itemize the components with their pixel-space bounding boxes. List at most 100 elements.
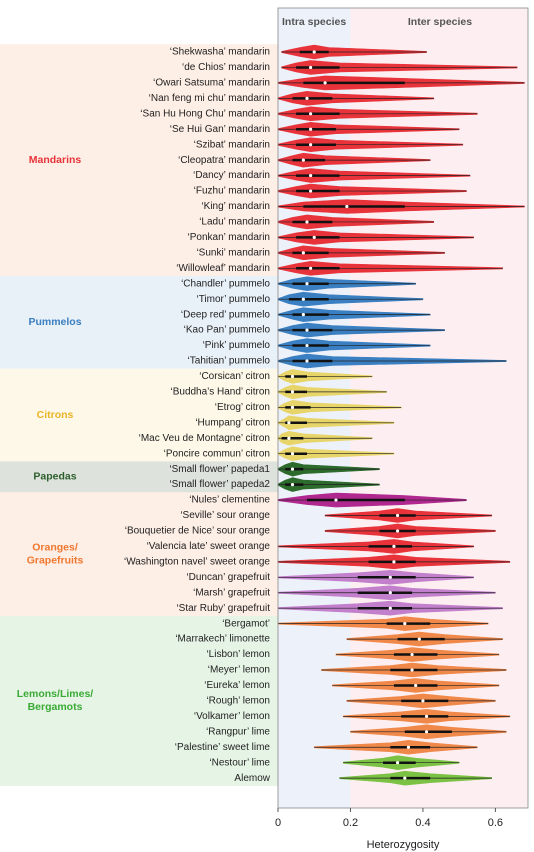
row-label: ‘Sunki’ mandarin	[196, 247, 270, 258]
median-dot	[301, 251, 305, 255]
median-dot	[424, 714, 429, 718]
median-dot	[309, 127, 313, 131]
row-label: ‘Pink’ pummelo	[203, 340, 271, 351]
x-axis-label: Heterozygosity	[367, 839, 440, 851]
row-label: ‘Rough’ lemon	[206, 696, 270, 707]
row-label: ‘Meyer’ lemon	[208, 665, 270, 676]
median-dot	[395, 529, 400, 533]
row-label: ‘Kao Pan’ pummelo	[184, 325, 271, 336]
median-dot	[305, 96, 309, 100]
median-dot	[309, 174, 313, 178]
group-band	[0, 44, 278, 277]
median-dot	[305, 282, 309, 286]
row-label: ‘Poncire commun’ citron	[164, 448, 270, 459]
median-dot	[309, 266, 313, 270]
row-label: ‘Star Ruby’ grapefruit	[176, 603, 270, 614]
x-tick-label: 0.4	[415, 817, 430, 829]
row-label: ‘Shekwasha’ mandarin	[170, 47, 270, 58]
group-label: Bergamots	[28, 701, 83, 713]
median-dot	[290, 467, 295, 471]
row-label: ‘King’ mandarin	[201, 201, 270, 212]
x-tick-label: 0.6	[488, 817, 503, 829]
median-dot	[290, 405, 295, 409]
median-dot	[309, 189, 313, 193]
median-dot	[309, 65, 313, 70]
median-dot	[392, 544, 396, 549]
median-dot	[388, 575, 392, 579]
median-dot	[312, 235, 316, 239]
median-dot	[403, 776, 407, 780]
row-label: Alemow	[234, 773, 270, 784]
median-dot	[301, 313, 305, 317]
row-label: ‘Fuzhu’ mandarin	[194, 186, 270, 197]
row-label: ‘Se Hui Gan’ mandarin	[170, 124, 270, 135]
row-label: ‘Ponkan’ mandarin	[188, 232, 270, 243]
plot-frame	[277, 7, 529, 809]
median-dot	[305, 220, 309, 224]
row-label: ‘Timor’ pummelo	[196, 294, 270, 305]
row-label: ‘Eureka’ lemon	[204, 680, 270, 691]
group-label: Mandarins	[29, 154, 82, 166]
row-label: ‘Chandler’ pummelo	[181, 278, 270, 289]
row-label: ‘Marrakech’ limonette	[175, 634, 270, 645]
annotation: Intra species	[282, 16, 346, 28]
group-band	[0, 615, 278, 786]
median-dot	[388, 591, 392, 595]
median-dot	[305, 343, 309, 348]
group-label: Grapefruits	[27, 554, 84, 566]
row-label: ‘Humpang’ citron	[195, 417, 270, 428]
median-dot	[421, 699, 425, 703]
row-label: ‘Small flower’ papeda2	[169, 479, 270, 490]
median-dot	[312, 50, 316, 54]
median-dot	[388, 606, 392, 610]
group-label: Pummelos	[28, 316, 81, 328]
median-dot	[290, 483, 295, 487]
median-dot	[417, 637, 421, 641]
row-label: ‘Palestine’ sweet lime	[175, 742, 271, 753]
group-label: Oranges/	[32, 541, 78, 553]
group-band	[0, 492, 278, 616]
median-dot	[305, 359, 309, 363]
row-label: ‘Willowleaf’ mandarin	[176, 263, 270, 274]
median-dot	[406, 745, 411, 749]
row-label: ‘Seville’ sour orange	[180, 510, 270, 521]
median-dot	[290, 374, 295, 379]
row-label: ‘Washington navel’ sweet orange	[124, 556, 270, 567]
row-label: ‘Owari Satsuma’ mandarin	[153, 78, 270, 89]
row-label: ‘Etrog’ citron	[215, 402, 270, 413]
median-dot	[290, 390, 295, 394]
median-dot	[334, 498, 338, 502]
group-band	[0, 368, 278, 462]
median-dot	[414, 683, 418, 688]
row-label: ‘Valencia late’ sweet orange	[147, 541, 271, 552]
annotation: Inter species	[408, 16, 472, 28]
row-label: ‘Szibat’ mandarin	[194, 139, 270, 150]
median-dot	[345, 204, 349, 209]
row-label: ‘Duncan’ grapefruit	[186, 572, 270, 583]
median-dot	[301, 158, 305, 162]
median-dot	[309, 112, 313, 116]
row-label: ‘Corsican’ citron	[199, 371, 270, 382]
row-label: ‘Cleopatra’ mandarin	[178, 155, 270, 166]
x-tick-label: 0.2	[343, 817, 358, 829]
row-label: ‘San Hu Hong Chu’ mandarin	[140, 108, 270, 119]
row-label: ‘Volkamer’ lemon	[194, 711, 270, 722]
row-label: ‘Nules’ clementine	[189, 495, 270, 506]
row-label: ‘Lisbon’ lemon	[206, 649, 270, 660]
row-label: ‘Deep red’ pummelo	[181, 309, 271, 320]
median-dot	[287, 436, 291, 440]
row-label: ‘Mac Veu de Montagne’ citron	[139, 433, 270, 444]
row-label: ‘Nestour’ lime	[209, 757, 270, 768]
group-band	[0, 276, 278, 369]
row-label: ‘Nan feng mi chu’ mandarin	[149, 93, 270, 104]
median-dot	[424, 730, 429, 734]
median-dot	[403, 622, 407, 626]
row-label: ‘Rangpur’ lime	[206, 726, 270, 737]
median-dot	[410, 668, 414, 672]
row-label: ‘de Chios’ mandarin	[182, 62, 270, 73]
median-dot	[395, 761, 400, 765]
group-label: Papedas	[33, 471, 76, 483]
median-dot	[305, 328, 309, 332]
x-tick-label: 0	[275, 817, 281, 829]
